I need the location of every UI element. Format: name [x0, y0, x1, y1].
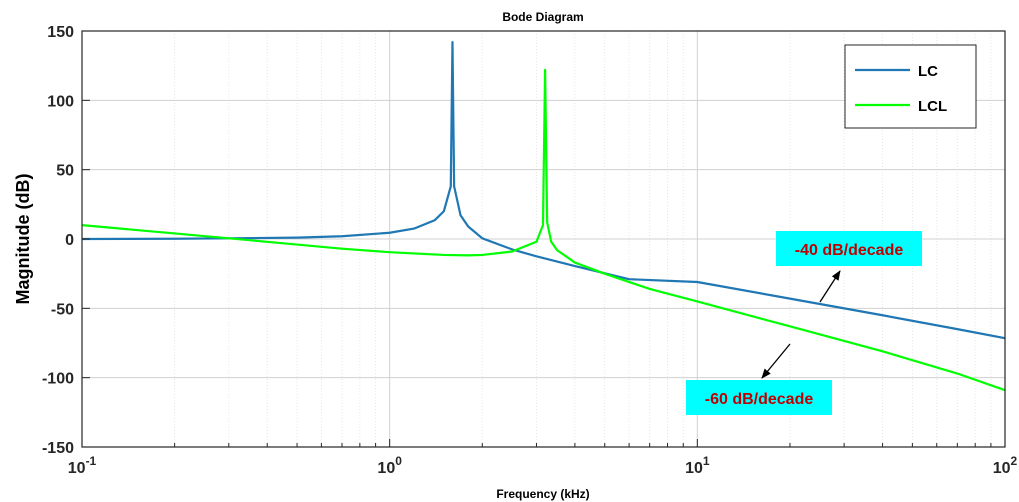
- chart-title: Bode Diagram: [502, 10, 583, 24]
- y-tick-label: -100: [42, 371, 74, 388]
- x-tick-label: 100: [377, 454, 402, 477]
- annotation-minus-40: -40 dB/decade: [776, 231, 922, 303]
- series-line-lc: [81, 40, 1006, 340]
- annotation-box: [776, 231, 922, 266]
- series-lines: [81, 40, 1006, 392]
- legend: LC LCL: [844, 44, 977, 129]
- annotation-box: [686, 380, 832, 415]
- legend-label-lcl: LCL: [918, 98, 947, 115]
- y-tick-label: -150: [42, 440, 74, 457]
- x-tick-label: 102: [993, 454, 1018, 477]
- x-axis-label: Frequency (kHz): [496, 487, 589, 501]
- y-axis-label: Magnitude (dB): [13, 174, 33, 305]
- annotation-text: -60 dB/decade: [705, 391, 814, 408]
- annotation-text: -40 dB/decade: [795, 242, 904, 259]
- y-tick-label: 50: [56, 163, 74, 180]
- x-tick-label: 10-1: [68, 454, 97, 477]
- y-tick-label: 150: [47, 24, 74, 41]
- legend-label-lc: LC: [918, 63, 938, 80]
- y-tick-label: -50: [51, 301, 74, 318]
- y-tick-label: 100: [47, 93, 74, 110]
- x-tick-label: 101: [685, 454, 710, 477]
- y-tick-label: 0: [65, 232, 74, 249]
- series-line-lcl: [81, 68, 1006, 392]
- annotation-minus-60: -60 dB/decade: [686, 343, 832, 415]
- annotation-arrow: [761, 343, 791, 379]
- legend-box: [844, 44, 977, 129]
- annotation-arrow: [819, 270, 841, 303]
